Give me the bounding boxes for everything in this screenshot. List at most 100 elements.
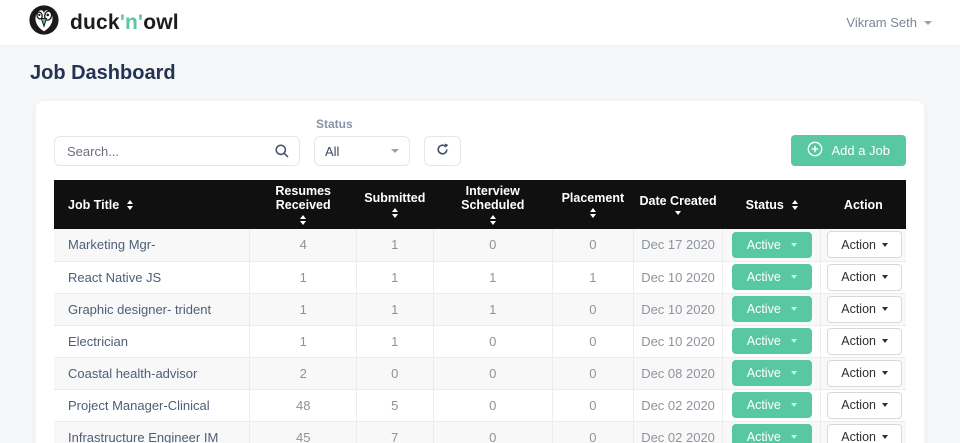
plus-circle-icon — [807, 141, 823, 160]
job-title-link[interactable]: Infrastructure Engineer IM — [68, 429, 219, 443]
date-created-cell: Dec 08 2020 — [632, 357, 723, 390]
column-label: Status — [745, 197, 784, 212]
chevron-down-icon — [882, 435, 888, 439]
chevron-down-icon — [882, 242, 888, 247]
date-created-cell: Dec 10 2020 — [632, 261, 723, 294]
action-dropdown-button[interactable]: Action — [827, 359, 902, 387]
column-label: Placement — [561, 191, 625, 205]
date-created-cell: Dec 17 2020 — [632, 229, 723, 262]
job-title-cell: Graphic designer- trident — [54, 293, 250, 326]
column-label: Resumes Received — [275, 184, 331, 212]
status-dropdown-button[interactable]: Active — [731, 296, 812, 322]
job-title-link[interactable]: React Native JS — [68, 269, 162, 285]
job-title-link[interactable]: Electrician — [68, 333, 128, 349]
action-dropdown-button[interactable]: Action — [827, 263, 902, 291]
job-title-cell: Coastal health-advisor — [54, 357, 250, 390]
column-header-placement[interactable]: Placement — [552, 180, 634, 229]
add-job-label: Add a Job — [831, 143, 890, 158]
chevron-down-icon — [790, 339, 797, 343]
job-title-link[interactable]: Project Manager-Clinical — [68, 397, 210, 413]
action-dropdown-button[interactable]: Action — [827, 423, 902, 443]
resumes-received-cell-value: 2 — [299, 365, 307, 381]
job-title-link[interactable]: Marketing Mgr- — [68, 237, 156, 253]
table-row: Infrastructure Engineer IM 45 7 0 0 Dec 02 20… — [54, 421, 906, 443]
interview-scheduled-cell-value: 1 — [489, 269, 497, 285]
chevron-down-icon — [882, 339, 888, 343]
interview-scheduled-cell: 1 — [432, 261, 553, 294]
search-icon — [274, 143, 290, 164]
job-title-cell: Electrician — [54, 325, 250, 358]
status-dropdown-button[interactable]: Active — [731, 392, 812, 418]
column-header-status[interactable]: Status — [722, 180, 821, 229]
search-input[interactable] — [54, 136, 300, 166]
action-button-label: Action — [841, 270, 876, 284]
main-content: Job Dashboard Status All — [0, 46, 960, 443]
table-row: Project Manager-Clinical 48 5 0 0 Dec 02 2020… — [54, 389, 906, 422]
resumes-received-cell-value: 45 — [295, 429, 311, 443]
action-cell: Action — [820, 357, 906, 390]
user-menu[interactable]: Vikram Seth — [846, 15, 932, 30]
column-header-job-title[interactable]: Job Title — [54, 180, 250, 229]
resumes-received-cell-value: 48 — [295, 397, 311, 413]
status-cell: Active — [722, 325, 821, 358]
chevron-down-icon — [882, 307, 888, 311]
action-button-label: Action — [841, 334, 876, 348]
status-cell: Active — [722, 293, 821, 326]
placement-cell: 0 — [551, 229, 634, 262]
chevron-down-icon — [924, 20, 932, 25]
status-dropdown-button[interactable]: Active — [731, 424, 812, 443]
column-header-date-created[interactable]: Date Created — [633, 180, 723, 229]
column-header-resumes-received[interactable]: Resumes Received — [249, 180, 357, 229]
jobs-table: Job Title Resumes Received Submitted Interv… — [54, 180, 906, 443]
status-dropdown-button[interactable]: Active — [731, 360, 812, 386]
date-created-cell-value: Dec 17 2020 — [641, 237, 715, 253]
action-button-label: Action — [841, 302, 876, 316]
status-dropdown-button[interactable]: Active — [731, 231, 812, 258]
action-dropdown-button[interactable]: Action — [827, 391, 902, 419]
job-title-link[interactable]: Graphic designer- trident — [68, 301, 212, 317]
sort-icon — [127, 199, 134, 210]
action-button-label: Action — [841, 366, 876, 380]
submitted-cell: 0 — [355, 357, 434, 390]
resumes-received-cell: 2 — [249, 357, 357, 390]
status-dropdown-button[interactable]: Active — [731, 264, 812, 290]
ducknowl-owl-icon — [28, 4, 60, 41]
job-title-link[interactable]: Coastal health-advisor — [68, 365, 198, 381]
add-job-button[interactable]: Add a Job — [791, 135, 906, 166]
action-cell: Action — [820, 261, 906, 294]
status-cell: Active — [722, 229, 821, 262]
placement-cell: 0 — [551, 389, 634, 422]
submitted-cell-value: 1 — [391, 269, 399, 285]
chevron-down-icon — [790, 307, 797, 311]
refresh-button[interactable] — [424, 136, 461, 166]
action-dropdown-button[interactable]: Action — [827, 295, 902, 323]
table-row: Marketing Mgr- 4 1 0 0 Dec 17 2020 Active Actio… — [54, 229, 906, 262]
status-badge: Active — [746, 366, 781, 380]
date-created-cell: Dec 02 2020 — [632, 389, 723, 422]
column-header-interview-scheduled[interactable]: Interview Scheduled — [433, 180, 553, 229]
brand-logo[interactable]: duck'n'owl — [28, 4, 179, 41]
action-dropdown-button[interactable]: Action — [827, 231, 902, 259]
submitted-cell-value: 1 — [391, 237, 399, 253]
status-badge: Active — [746, 302, 781, 316]
action-button-label: Action — [841, 430, 876, 443]
interview-scheduled-cell: 0 — [432, 357, 553, 390]
column-header-submitted[interactable]: Submitted — [356, 180, 434, 229]
chevron-down-icon — [391, 149, 399, 153]
action-dropdown-button[interactable]: Action — [827, 327, 902, 355]
job-title-cell: Infrastructure Engineer IM — [54, 421, 250, 443]
interview-scheduled-cell-value: 0 — [489, 237, 497, 253]
placement-cell: 0 — [551, 357, 634, 390]
job-title-cell: Marketing Mgr- — [54, 229, 250, 262]
interview-scheduled-cell-value: 0 — [489, 333, 497, 349]
status-dropdown-button[interactable]: Active — [731, 328, 812, 354]
date-created-cell: Dec 10 2020 — [632, 293, 723, 326]
action-cell: Action — [820, 293, 906, 326]
submitted-cell: 1 — [355, 325, 434, 358]
status-filter-select[interactable]: All — [314, 136, 410, 166]
date-created-cell-value: Dec 08 2020 — [641, 365, 715, 381]
toolbar: Status All — [54, 117, 906, 166]
status-badge: Active — [746, 270, 781, 284]
placement-cell: 1 — [551, 261, 634, 294]
user-name: Vikram Seth — [846, 15, 917, 30]
